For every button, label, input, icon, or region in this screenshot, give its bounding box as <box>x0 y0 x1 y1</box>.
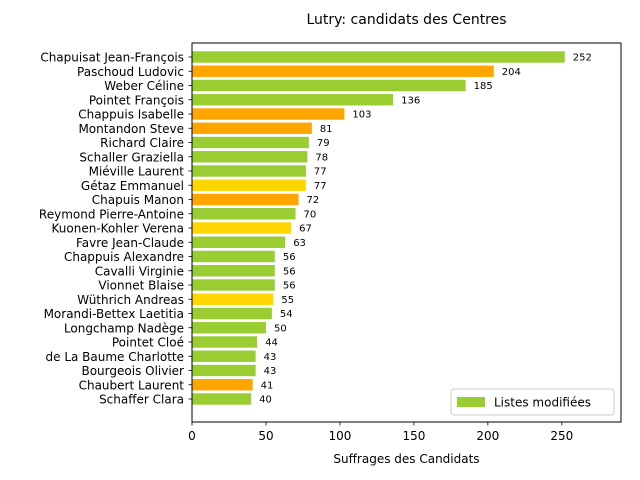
bar <box>192 94 394 106</box>
bar-value-label: 67 <box>299 224 312 235</box>
y-tick-label: Pointet Cloé <box>112 336 184 350</box>
bar-value-label: 70 <box>304 209 317 220</box>
y-tick-label: Chaubert Laurent <box>79 378 185 392</box>
bar <box>192 236 286 248</box>
bar <box>192 122 312 134</box>
bar <box>192 293 274 305</box>
bar-value-label: 44 <box>265 338 278 349</box>
bar <box>192 307 272 320</box>
bar <box>192 322 266 334</box>
bars-layer <box>192 51 565 405</box>
bar <box>192 193 299 206</box>
x-axis-ticks: 0 50 100 150 200 250 <box>188 422 573 443</box>
bar <box>192 279 275 291</box>
plot-frame <box>191 42 622 423</box>
legend-swatch <box>457 397 485 407</box>
bar-value-label: 78 <box>315 152 328 163</box>
bar-value-label: 41 <box>261 380 274 391</box>
bar <box>192 208 296 220</box>
bar-value-label: 50 <box>274 323 287 334</box>
y-tick-label: Bourgeois Olivier <box>81 364 184 378</box>
y-tick-label: Paschoud Ludovic <box>77 65 184 79</box>
bar-value-label: 204 <box>502 67 521 78</box>
bar-value-label: 72 <box>307 195 320 206</box>
y-tick-label: Miéville Laurent <box>89 165 185 179</box>
bar <box>192 79 466 92</box>
bar-value-label: 56 <box>283 281 296 292</box>
y-tick-label: Schaller Graziella <box>79 150 184 164</box>
bar-value-label: 56 <box>283 266 296 277</box>
bar-value-label: 136 <box>401 95 420 106</box>
y-tick-label: Cavalli Virginie <box>95 264 184 278</box>
y-tick-label: Kuonen-Kohler Verena <box>52 222 185 236</box>
y-tick-label: Weber Céline <box>104 79 184 93</box>
y-tick-label: Chappuis Alexandre <box>64 250 184 264</box>
bar-value-label: 40 <box>259 395 272 406</box>
bar-value-label: 43 <box>264 366 277 377</box>
legend-box <box>450 388 615 416</box>
bar <box>192 222 292 234</box>
bar-value-label: 185 <box>474 81 493 92</box>
x-tick-label: 50 <box>258 429 273 443</box>
x-tick-label: 200 <box>476 429 499 443</box>
x-axis-label: Suffrages des Candidats <box>333 452 479 466</box>
bar-value-label: 43 <box>264 352 277 363</box>
bar-value-label: 55 <box>281 295 294 306</box>
bar <box>192 51 565 63</box>
bar-labels-layer: 252 204 185 136 103 81 79 78 77 77 72 70 67 63 56 56 56 5… <box>259 53 592 406</box>
bar <box>192 65 494 77</box>
bar-value-label: 81 <box>320 124 333 135</box>
x-tick-label: 250 <box>550 429 573 443</box>
bar-value-label: 79 <box>317 138 330 149</box>
y-tick-label: Richard Claire <box>100 136 184 150</box>
x-tick-label: 150 <box>402 429 425 443</box>
y-tick-label: Reymond Pierre-Antoine <box>39 207 184 221</box>
bar <box>192 393 252 405</box>
bar <box>192 250 275 263</box>
bar <box>192 151 308 163</box>
y-tick-label: Montandon Steve <box>78 122 184 136</box>
y-tick-label: de La Baume Charlotte <box>46 350 185 364</box>
y-tick-label: Pointet François <box>89 93 184 107</box>
y-tick-label: Morandi-Bettex Laetitia <box>44 307 184 321</box>
legend: Listes modifiées <box>450 388 615 416</box>
chart-title: Lutry: candidats des Centres <box>306 12 506 28</box>
y-tick-label: Vionnet Blaise <box>98 279 184 293</box>
y-tick-label: Chappuis Isabelle <box>78 108 184 122</box>
bar <box>192 108 345 120</box>
y-tick-label: Schaffer Clara <box>99 393 184 407</box>
y-tick-label: Chapuis Manon <box>92 193 184 207</box>
bar-value-label: 77 <box>314 181 327 192</box>
y-tick-label: Chapuisat Jean-François <box>40 51 184 65</box>
y-tick-label: Longchamp Nadège <box>64 321 184 335</box>
bar-value-label: 63 <box>293 238 306 249</box>
y-tick-label: Gétaz Emmanuel <box>81 179 184 193</box>
bar-value-label: 103 <box>352 110 371 121</box>
bar-value-label: 77 <box>314 167 327 178</box>
x-tick-label: 100 <box>328 429 351 443</box>
bar <box>192 265 275 277</box>
bar <box>192 350 256 362</box>
y-tick-label: Wüthrich Andreas <box>77 293 184 307</box>
bar <box>192 179 306 191</box>
x-tick-label: 0 <box>188 429 196 443</box>
legend-label: Listes modifiées <box>494 396 591 410</box>
bar-value-label: 56 <box>283 252 296 263</box>
y-tick-label: Favre Jean-Claude <box>76 236 184 250</box>
bar <box>192 364 256 377</box>
bar-value-label: 54 <box>280 309 293 320</box>
bar-value-label: 252 <box>573 53 592 64</box>
bar <box>192 336 258 348</box>
bar <box>192 136 309 149</box>
bar <box>192 165 306 177</box>
bar <box>192 379 253 391</box>
